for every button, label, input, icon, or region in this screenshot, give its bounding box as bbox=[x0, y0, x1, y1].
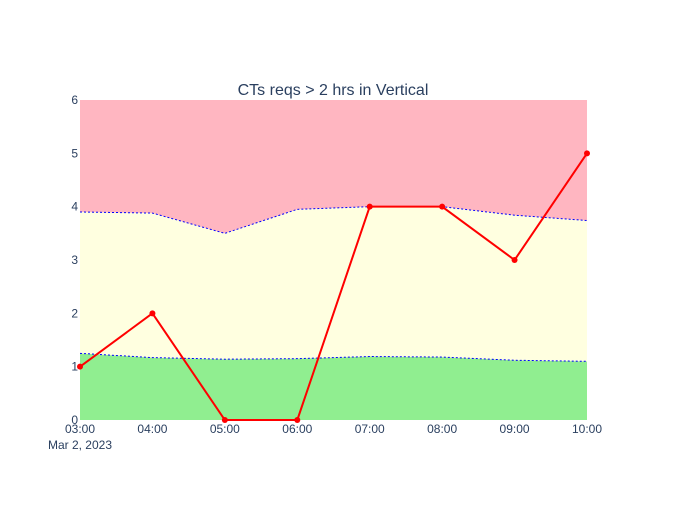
actual-point-5 bbox=[439, 203, 446, 210]
band-low bbox=[80, 353, 587, 420]
y-tick-label-2: 2 bbox=[71, 306, 78, 320]
x-tick-label-7: 10:00 bbox=[572, 422, 602, 436]
band-high bbox=[80, 100, 587, 234]
y-tick-label-4: 4 bbox=[71, 200, 78, 214]
x-axis-ticks: 03:00 04:00 05:00 06:00 07:00 08:00 09:00 10:00 bbox=[65, 422, 602, 436]
y-tick-label-0: 0 bbox=[71, 413, 78, 427]
x-tick-label-6: 09:00 bbox=[500, 422, 530, 436]
x-tick-label-2: 05:00 bbox=[210, 422, 240, 436]
actual-point-4 bbox=[366, 203, 373, 210]
x-tick-label-4: 07:00 bbox=[355, 422, 385, 436]
actual-line bbox=[79, 152, 588, 421]
plot-bands bbox=[80, 100, 587, 420]
lower-bound-line bbox=[79, 352, 588, 362]
actual-point-1 bbox=[149, 310, 156, 317]
y-tick-label-5: 5 bbox=[71, 146, 78, 160]
upper-bound-line bbox=[79, 206, 588, 234]
y-tick-label-6: 6 bbox=[71, 93, 78, 107]
x-tick-label-0: 03:00 bbox=[65, 422, 95, 436]
y-tick-label-1: 1 bbox=[71, 360, 78, 374]
y-axis-ticks: 0 1 2 3 4 5 6 bbox=[71, 93, 78, 427]
y-tick-label-3: 3 bbox=[71, 253, 78, 267]
plot-points bbox=[77, 150, 590, 423]
x-date-label: Mar 2, 2023 bbox=[48, 438, 112, 452]
x-tick-label-5: 08:00 bbox=[427, 422, 457, 436]
actual-point-6 bbox=[511, 257, 518, 263]
band-mid bbox=[80, 206, 587, 362]
chart-title: CTs reqs > 2 hrs in Vertical bbox=[238, 82, 429, 99]
actual-point-2 bbox=[221, 417, 228, 423]
plot-lines bbox=[79, 152, 588, 421]
actual-point-3 bbox=[294, 417, 301, 423]
x-tick-label-1: 04:00 bbox=[137, 422, 167, 436]
actual-point-7 bbox=[584, 150, 590, 157]
actual-point-0 bbox=[77, 363, 83, 370]
x-tick-label-3: 06:00 bbox=[282, 422, 312, 436]
